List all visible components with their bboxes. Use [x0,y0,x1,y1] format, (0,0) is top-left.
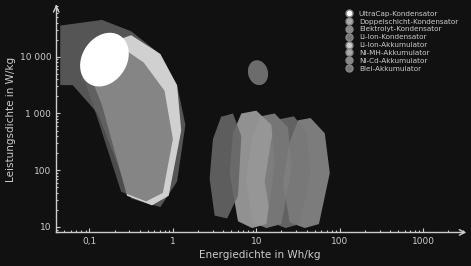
X-axis label: Energiedichte in Wh/kg: Energiedichte in Wh/kg [199,251,320,260]
Polygon shape [210,114,241,218]
Polygon shape [248,60,268,85]
Y-axis label: Leistungsdichte in W/kg: Leistungsdichte in W/kg [6,56,16,182]
Polygon shape [230,111,275,228]
Polygon shape [283,118,330,228]
Polygon shape [80,33,129,86]
Polygon shape [60,20,186,207]
Legend: UltraCap-Kondensator, Doppelschicht-Kondensator, Elektrolyt-Kondensator, Li-Ion-: UltraCap-Kondensator, Doppelschicht-Kond… [341,9,460,73]
Polygon shape [246,114,292,228]
Polygon shape [265,116,310,228]
Polygon shape [85,35,181,205]
Polygon shape [81,45,173,201]
